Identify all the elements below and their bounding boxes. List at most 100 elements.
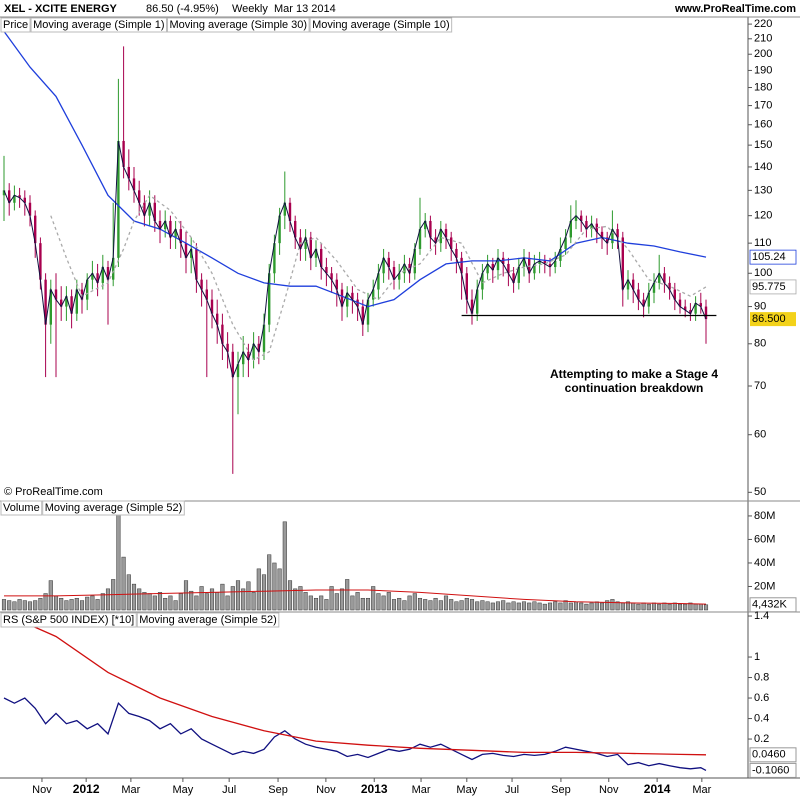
volume-bar	[610, 599, 615, 611]
volume-bar	[480, 600, 485, 611]
volume-bar	[568, 602, 573, 611]
candle-body	[585, 220, 588, 230]
candle-body	[70, 296, 73, 314]
candle-body	[221, 324, 224, 344]
volume-bar	[163, 597, 168, 611]
x-tick-label: Jul	[505, 784, 519, 796]
last-value-label: 86.500	[752, 313, 786, 325]
candle-body	[288, 202, 292, 221]
candle-body	[60, 299, 63, 307]
candle-body	[39, 243, 42, 280]
volume-bar	[412, 593, 417, 611]
moving-average-line	[4, 589, 707, 605]
y-tick-label: 60M	[754, 533, 775, 545]
volume-bar	[672, 602, 677, 611]
volume-bar	[298, 586, 303, 611]
candle-body	[372, 289, 375, 300]
candle-body	[320, 248, 323, 268]
candle-body	[340, 289, 344, 307]
close-line	[3, 140, 707, 379]
candle-body	[18, 195, 21, 198]
candle-body	[450, 237, 453, 249]
volume-bar	[646, 603, 651, 611]
volume-bar	[495, 601, 501, 611]
candle-body	[533, 263, 536, 274]
candle-body	[684, 306, 687, 311]
volume-bar	[386, 592, 391, 611]
candle-body	[470, 299, 474, 314]
candle-body	[663, 273, 666, 283]
candle-body	[517, 267, 520, 283]
candle-body	[153, 202, 156, 221]
candle-body	[330, 273, 333, 280]
volume-bar	[85, 596, 90, 611]
candle-body	[574, 215, 578, 221]
candle-body	[647, 292, 650, 307]
volume-bar	[251, 592, 256, 611]
volume-bar	[365, 597, 371, 611]
volume-bar	[563, 600, 568, 611]
last-value-label: 105.24	[752, 251, 786, 263]
candle-body	[122, 140, 125, 167]
volume-bar	[95, 599, 100, 611]
candle-body	[2, 190, 6, 196]
legend-box	[0, 500, 43, 516]
y-tick-label: 210	[754, 33, 772, 45]
x-tick-label: Mar	[692, 784, 711, 796]
x-tick-label: Sep	[268, 784, 288, 796]
volume-bar	[667, 603, 672, 611]
volume-bar	[142, 592, 147, 611]
candle-body	[257, 343, 260, 352]
volume-bar	[69, 599, 74, 611]
volume-bar	[620, 602, 625, 611]
volume-bar	[407, 595, 412, 611]
candle-body	[195, 248, 198, 280]
volume-bar	[553, 601, 558, 611]
candle-body	[231, 351, 234, 378]
candle-body	[564, 237, 567, 249]
y-tick-label: 50	[754, 486, 766, 498]
candle-body	[325, 267, 328, 274]
y-tick-label: 160	[754, 119, 772, 131]
volume-bar	[313, 597, 319, 611]
candle-body	[538, 260, 541, 264]
candle-body	[252, 343, 255, 361]
candle-body	[361, 306, 364, 325]
volume-bar	[12, 601, 17, 611]
volume-bar	[402, 600, 407, 611]
candle-body	[158, 220, 162, 230]
candle-body	[226, 343, 229, 352]
y-tick-label: 20M	[754, 580, 775, 592]
volume-bar	[33, 600, 38, 611]
y-tick-label: 1	[754, 651, 760, 663]
candle-body	[418, 229, 422, 249]
volume-bar	[79, 600, 85, 611]
candle-body	[351, 292, 354, 300]
candle-body	[294, 220, 297, 238]
volume-bar	[287, 580, 293, 611]
volume-bar	[90, 595, 95, 611]
volume-bar	[532, 601, 537, 611]
candle-body	[216, 313, 219, 325]
candle-body	[210, 299, 214, 314]
candle-body	[44, 279, 47, 325]
candle-body	[262, 324, 266, 352]
volume-bar	[443, 595, 449, 611]
last-value-box	[749, 279, 797, 295]
legend-label: Moving average (Simple 1)	[33, 19, 164, 31]
annotation: Attempting to make a Stage 4	[550, 367, 718, 381]
x-tick-label: Sep	[551, 784, 571, 796]
candle-body	[642, 299, 645, 307]
volume-bar	[657, 603, 662, 611]
volume-bar	[433, 597, 438, 611]
candle-body	[491, 263, 494, 271]
volume-bar	[334, 593, 339, 611]
volume-bar	[27, 601, 33, 611]
candle-body	[268, 273, 271, 325]
volume-bar	[428, 600, 433, 611]
x-tick-label: 2013	[361, 782, 388, 796]
y-tick-label: 140	[754, 161, 772, 173]
y-tick-label: 190	[754, 64, 772, 76]
volume-bar	[459, 600, 464, 611]
